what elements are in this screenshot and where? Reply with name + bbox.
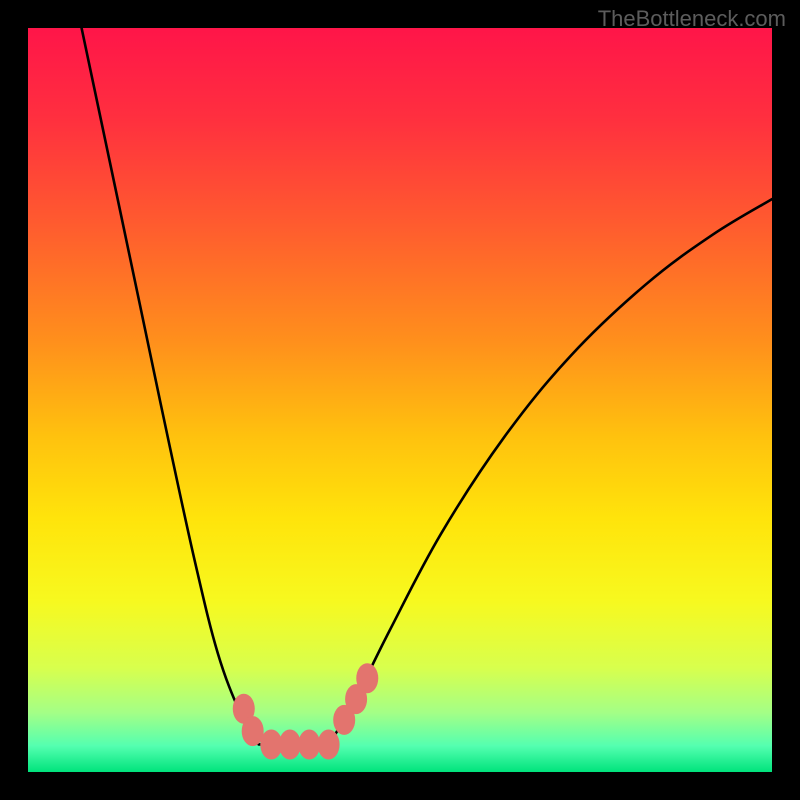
bottleneck-curve-svg bbox=[28, 28, 772, 772]
marker-group bbox=[233, 663, 379, 759]
v-curve-path bbox=[82, 28, 772, 744]
curve-marker bbox=[242, 716, 264, 746]
curve-marker bbox=[298, 729, 320, 759]
watermark-text: TheBottleneck.com bbox=[598, 6, 786, 32]
curve-marker bbox=[279, 729, 301, 759]
chart-container: TheBottleneck.com bbox=[0, 0, 800, 800]
plot-frame bbox=[28, 28, 772, 772]
curve-marker bbox=[356, 663, 378, 693]
curve-marker bbox=[318, 729, 340, 759]
